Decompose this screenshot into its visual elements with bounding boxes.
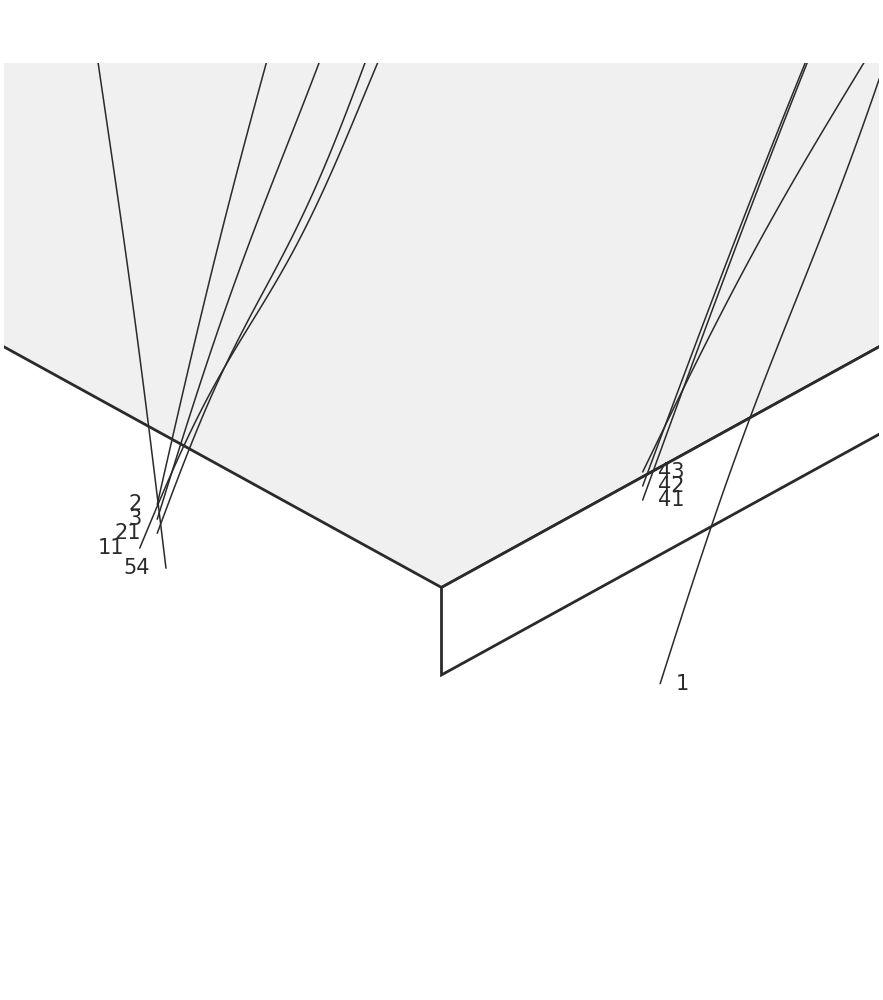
- Text: 54: 54: [124, 558, 150, 578]
- Text: 21: 21: [115, 523, 141, 543]
- Text: 42: 42: [659, 476, 685, 496]
- Text: 43: 43: [659, 462, 685, 482]
- Text: 3: 3: [128, 509, 141, 529]
- Text: 1: 1: [675, 674, 689, 694]
- Text: 41: 41: [659, 490, 685, 510]
- Polygon shape: [442, 0, 883, 675]
- Text: 2: 2: [128, 494, 141, 514]
- Polygon shape: [0, 0, 883, 587]
- Text: 11: 11: [97, 538, 124, 558]
- Polygon shape: [547, 0, 883, 15]
